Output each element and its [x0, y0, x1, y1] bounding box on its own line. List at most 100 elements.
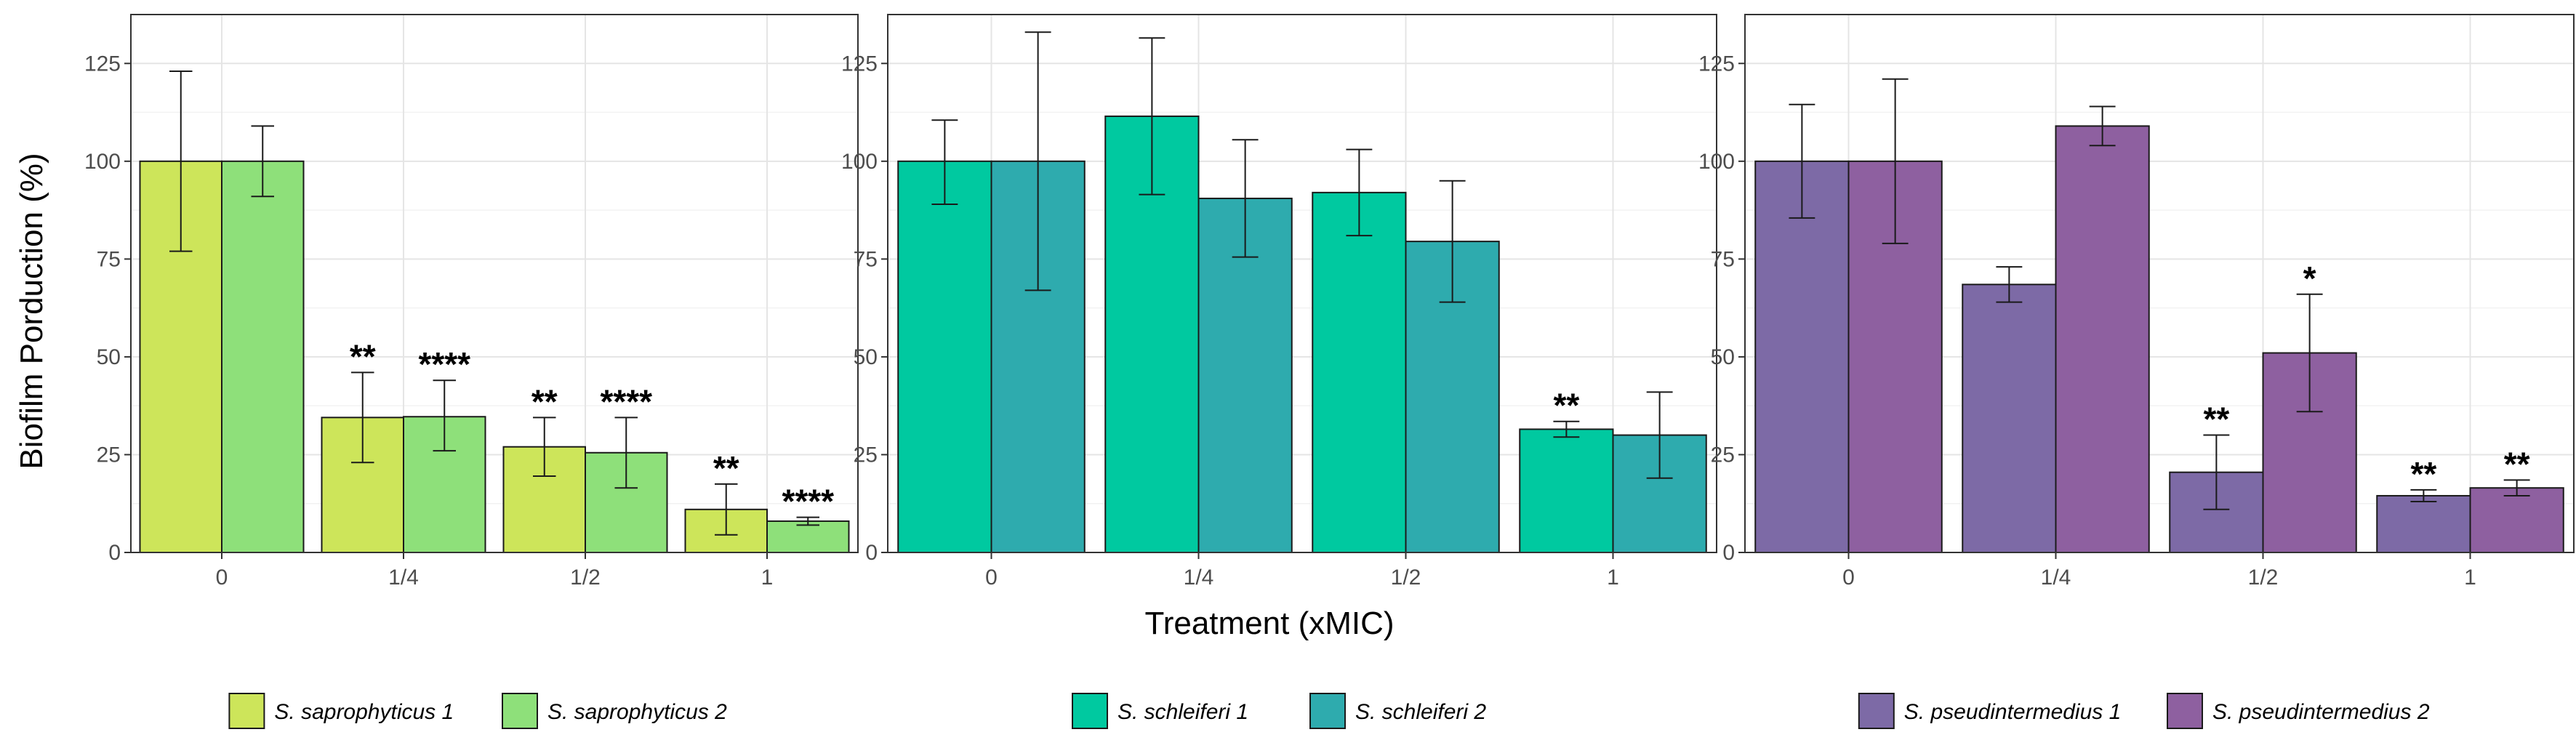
y-tick-label: 100 — [841, 150, 878, 174]
bar-1-1 — [2376, 494, 2471, 553]
error-bar — [433, 379, 456, 452]
error-bar — [2203, 434, 2230, 510]
significance-label: ** — [350, 337, 376, 375]
y-tick-label: 25 — [854, 443, 878, 467]
x-tick-label: 0 — [216, 566, 228, 590]
significance-label: ** — [1553, 387, 1579, 425]
significance-label: ** — [2203, 401, 2229, 438]
y-tick-label: 50 — [97, 345, 121, 369]
x-tick-label: 1/4 — [2041, 566, 2071, 590]
error-bar — [2410, 488, 2437, 503]
bar-1-2 — [2469, 487, 2564, 554]
y-axis-title: Biofilm Porduction (%) — [14, 153, 49, 469]
bar-1-1 — [1519, 428, 1614, 553]
y-tick-label: 0 — [1722, 541, 1735, 565]
x-tick-label: 0 — [985, 566, 998, 590]
x-tick-label: 1 — [761, 566, 774, 590]
y-tick-label: 25 — [1711, 443, 1735, 467]
legend-label: S. schleiferi 1 — [1118, 700, 1248, 724]
error-bar — [169, 71, 193, 252]
legend-label: S. pseudintermedius 1 — [1904, 700, 2122, 724]
legend-key — [1072, 693, 1108, 729]
significance-label: **** — [782, 483, 834, 520]
legend-key — [502, 693, 538, 729]
significance-label: ** — [531, 382, 558, 420]
error-bar — [931, 119, 958, 206]
error-bar — [351, 371, 374, 464]
bar-0-1 — [1754, 160, 1850, 553]
panel-border — [130, 14, 859, 553]
bar-1-4-1 — [1962, 283, 2057, 553]
legend: S. saprophyticus 1 S. saprophyticus 2 — [228, 693, 727, 729]
y-tick-label: 125 — [84, 52, 121, 76]
significance-label: **** — [418, 345, 470, 383]
error-bar — [2296, 293, 2323, 413]
x-tick-label: 1/2 — [570, 566, 601, 590]
bar-0-1 — [897, 160, 992, 553]
error-bar — [2089, 105, 2116, 147]
legend-key — [1309, 693, 1346, 729]
y-tick-label: 125 — [841, 52, 878, 76]
x-tick-label: 1 — [2464, 566, 2476, 590]
y-tick-label: 75 — [97, 247, 121, 271]
y-tick-label: 125 — [1698, 52, 1735, 76]
error-bar — [1346, 148, 1373, 237]
legend-key — [2167, 693, 2203, 729]
significance-label: * — [2303, 260, 2316, 297]
legend-label: S. saprophyticus 1 — [274, 700, 454, 724]
error-bar — [614, 417, 638, 489]
significance-label: ** — [2410, 455, 2436, 493]
error-bar — [2503, 479, 2530, 496]
significance-label: **** — [600, 382, 652, 420]
panel-border — [1744, 14, 2575, 553]
bar-1-4-2 — [2055, 125, 2150, 553]
significance-label: ** — [713, 449, 739, 487]
legend-label: S. saprophyticus 2 — [547, 700, 727, 724]
error-bar — [1439, 180, 1466, 303]
significance-label: ** — [2504, 445, 2530, 483]
legend-key — [1858, 693, 1895, 729]
x-tick-label: 1 — [1607, 566, 1619, 590]
y-tick-label: 25 — [97, 443, 121, 467]
y-tick-label: 50 — [1711, 345, 1735, 369]
y-tick-label: 0 — [865, 541, 878, 565]
x-tick-label: 1/4 — [388, 566, 419, 590]
error-bar — [715, 483, 738, 536]
y-tick-label: 50 — [854, 345, 878, 369]
legend-label: S. pseudintermedius 2 — [2212, 700, 2430, 724]
bar-1-2 — [766, 520, 850, 553]
legend-label: S. schleiferi 2 — [1355, 700, 1486, 724]
error-bar — [1553, 420, 1580, 438]
error-bar — [1024, 31, 1051, 291]
error-bar — [251, 125, 274, 198]
legend-key — [228, 693, 265, 729]
x-tick-label: 1/2 — [1391, 566, 1421, 590]
panel-border — [887, 14, 1717, 553]
error-bar — [1139, 37, 1165, 196]
error-bar — [533, 417, 556, 478]
legend: S. pseudintermedius 1 S. pseudintermedius… — [1858, 693, 2430, 729]
error-bar — [1789, 103, 1815, 219]
y-tick-label: 100 — [1698, 150, 1735, 174]
error-bar — [1882, 78, 1909, 244]
y-tick-label: 75 — [1711, 247, 1735, 271]
y-tick-label: 100 — [84, 150, 121, 174]
error-bar — [1996, 266, 2023, 303]
bar-1-2-1 — [1312, 191, 1407, 553]
error-bar — [1646, 391, 1673, 479]
y-tick-label: 75 — [854, 247, 878, 271]
bar-0-2 — [221, 160, 305, 553]
legend: S. schleiferi 1 S. schleiferi 2 — [1072, 693, 1486, 729]
error-bar — [1232, 139, 1259, 258]
x-tick-label: 0 — [1842, 566, 1855, 590]
x-axis-title: Treatment (xMIC) — [1144, 606, 1394, 641]
x-tick-label: 1/2 — [2248, 566, 2279, 590]
y-tick-label: 0 — [108, 541, 121, 565]
x-tick-label: 1/4 — [1184, 566, 1214, 590]
error-bar — [796, 516, 819, 526]
